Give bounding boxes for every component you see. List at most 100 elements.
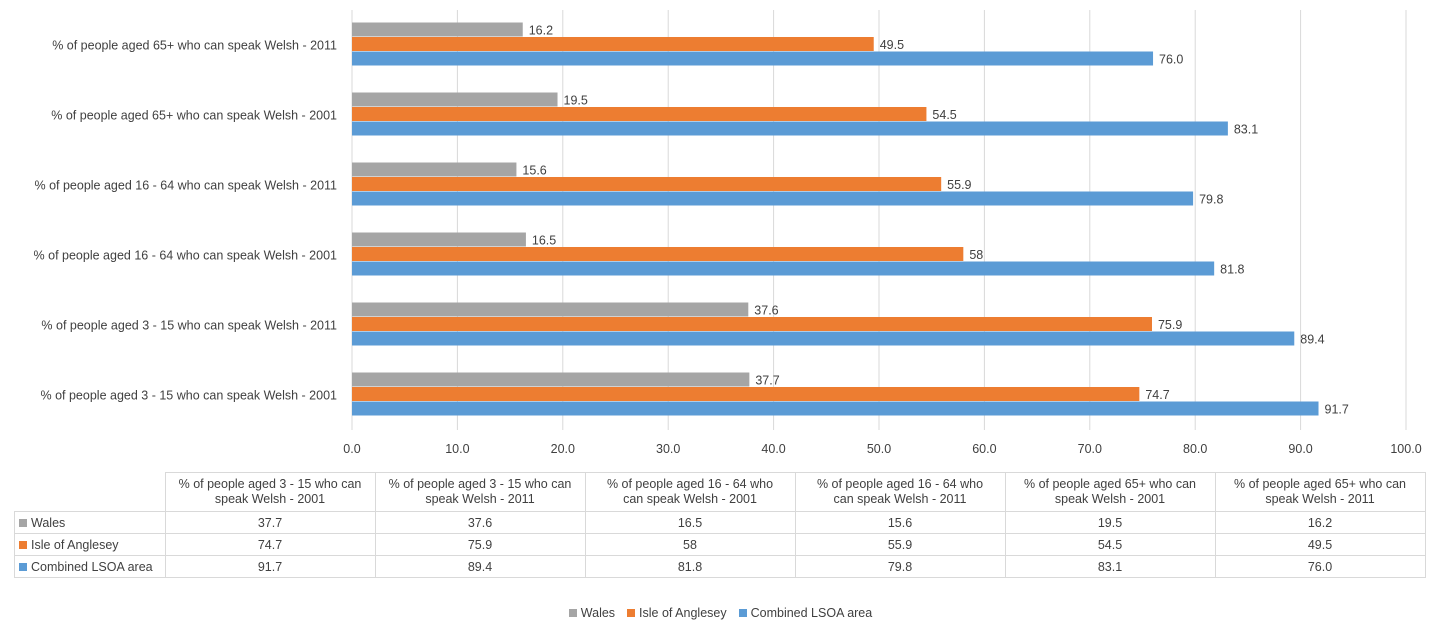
x-tick-label: 50.0 <box>867 442 891 456</box>
legend-label: Isle of Anglesey <box>639 606 727 620</box>
table-cell: 75.9 <box>374 533 586 556</box>
legend-swatch <box>19 518 27 527</box>
table-column-header-line: speak Welsh - 2011 <box>1265 492 1375 506</box>
table-row-header: Wales <box>14 511 166 534</box>
data-label: 19.5 <box>564 93 588 107</box>
table-cell: 37.7 <box>164 511 376 534</box>
table-column-header-line: % of people aged 65+ who can <box>1023 477 1196 491</box>
table-column-header: % of people aged 65+ who can speak Welsh … <box>1004 472 1216 512</box>
table-column-header-line: speak Welsh - 2001 <box>1054 492 1166 506</box>
x-tick-label: 40.0 <box>761 442 785 456</box>
data-label: 74.7 <box>1145 388 1169 402</box>
bar <box>352 247 964 261</box>
data-label: 76.0 <box>1159 52 1183 66</box>
bar <box>352 261 1215 276</box>
data-label: 79.8 <box>1199 192 1223 206</box>
table-row-header: Isle of Anglesey <box>14 533 166 556</box>
legend-swatch <box>568 609 577 617</box>
bar <box>352 121 1228 136</box>
bar <box>352 22 523 37</box>
x-tick-label: 80.0 <box>1183 442 1207 456</box>
bar <box>352 232 526 247</box>
legend-swatch <box>627 609 636 617</box>
series-name: Combined LSOA area <box>31 559 153 574</box>
x-tick-label: 30.0 <box>656 442 680 456</box>
bar <box>352 401 1319 416</box>
table-cell: 16.2 <box>1214 511 1426 534</box>
table-cell: 16.5 <box>584 511 796 534</box>
table-column-header: % of people aged 65+ who can speak Welsh … <box>1214 472 1426 512</box>
legend-swatch <box>738 609 747 617</box>
bar <box>352 162 517 177</box>
table-column-header-line: % of people aged 16 - 64 who <box>606 477 774 491</box>
category-label: % of people aged 65+ who can speak Welsh… <box>51 109 337 123</box>
table-column-header: % of people aged 16 - 64 who can speak We… <box>794 472 1006 512</box>
x-tick-label: 0.0 <box>343 442 360 456</box>
table-row: Wales 37.7 37.6 16.5 15.6 19.5 16.2 <box>14 511 1426 534</box>
data-label: 58 <box>969 248 983 262</box>
table-row: Combined LSOA area 91.7 89.4 81.8 79.8 83.1 76… <box>14 555 1426 578</box>
table-column-header-line: can speak Welsh - 2001 <box>623 492 757 506</box>
legend: Wales Isle of Anglesey Combined LSOA area <box>0 606 1441 620</box>
table-cell: 37.6 <box>374 511 586 534</box>
table-column-header: % of people aged 16 - 64 who can speak We… <box>584 472 796 512</box>
bar <box>352 177 942 191</box>
data-label: 16.2 <box>529 23 553 37</box>
data-label: 16.5 <box>532 233 556 247</box>
series-name: Isle of Anglesey <box>31 537 119 552</box>
data-table: % of people aged 3 - 15 who can speak Wel… <box>14 472 1426 578</box>
table-cell: 91.7 <box>164 555 376 578</box>
table-column-header-line: % of people aged 3 - 15 who can <box>178 477 362 491</box>
bar <box>352 107 927 121</box>
bar <box>352 191 1194 206</box>
table-cell: 81.8 <box>584 555 796 578</box>
data-label: 54.5 <box>932 108 956 122</box>
bar <box>352 387 1140 401</box>
data-label: 89.4 <box>1300 332 1324 346</box>
data-label: 55.9 <box>947 178 971 192</box>
table-column-header-line: speak Welsh - 2001 <box>214 492 326 506</box>
x-tick-label: 70.0 <box>1078 442 1102 456</box>
legend-label: Combined LSOA area <box>750 606 873 620</box>
table-cell: 79.8 <box>794 555 1006 578</box>
data-label: 75.9 <box>1158 318 1182 332</box>
table-header-row: % of people aged 3 - 15 who can speak Wel… <box>14 472 1426 512</box>
category-label: % of people aged 65+ who can speak Welsh… <box>52 39 337 53</box>
x-tick-label: 100.0 <box>1390 442 1421 456</box>
bar <box>352 51 1154 66</box>
table-column-header-line: % of people aged 3 - 15 who can <box>388 477 572 491</box>
table-body: Wales 37.7 37.6 16.5 15.6 19.5 16.2 Isle of Ang… <box>14 511 1426 578</box>
table-column-header-line: % of people aged 65+ who can <box>1233 477 1406 491</box>
table-cell: 55.9 <box>794 533 1006 556</box>
x-tick-label: 20.0 <box>551 442 575 456</box>
table-column-header-line: % of people aged 16 - 64 who <box>816 477 984 491</box>
bar <box>352 331 1295 346</box>
x-tick-label: 60.0 <box>972 442 996 456</box>
bar <box>352 317 1152 331</box>
data-label: 91.7 <box>1325 402 1349 416</box>
x-tick-label: 10.0 <box>445 442 469 456</box>
table-cell: 89.4 <box>374 555 586 578</box>
bar <box>352 92 558 107</box>
category-label: % of people aged 16 - 64 who can speak W… <box>34 249 337 263</box>
table-cell: 83.1 <box>1004 555 1216 578</box>
data-label: 37.6 <box>754 303 778 317</box>
data-label: 81.8 <box>1220 262 1244 276</box>
series-name: Wales <box>31 515 66 530</box>
bar <box>352 37 874 51</box>
category-label: % of people aged 3 - 15 who can speak We… <box>41 389 338 403</box>
table-cell: 54.5 <box>1004 533 1216 556</box>
category-label: % of people aged 16 - 64 who can speak W… <box>34 179 337 193</box>
data-label: 49.5 <box>880 38 904 52</box>
bar <box>352 302 749 317</box>
legend-swatch <box>19 540 27 549</box>
table-cell: 76.0 <box>1214 555 1426 578</box>
table-row-header: Combined LSOA area <box>14 555 166 578</box>
table-cell: 74.7 <box>164 533 376 556</box>
data-label: 15.6 <box>522 163 546 177</box>
legend-item: Wales <box>568 606 615 620</box>
table-cell: 49.5 <box>1214 533 1426 556</box>
table-row: Isle of Anglesey 74.7 75.9 58 55.9 54.5 49.5 <box>14 533 1426 556</box>
legend-swatch <box>19 562 27 571</box>
bar-chart: 0.0 10.0 20.0 30.0 40.0 50.0 60.0 70.0 80.0 90.0 1… <box>34 10 1422 456</box>
